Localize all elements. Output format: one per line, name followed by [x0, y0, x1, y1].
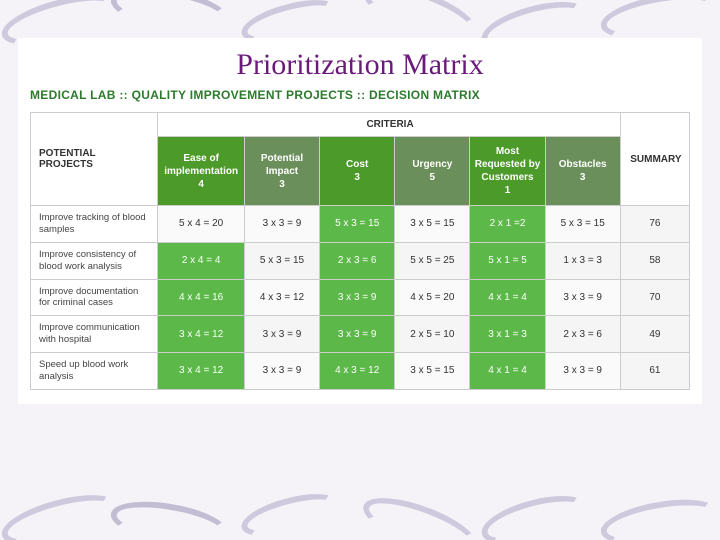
score-cell: 4 x 5 = 20	[395, 279, 470, 316]
score-cell: 4 x 1 = 4	[470, 279, 545, 316]
score-cell: 4 x 4 = 16	[158, 279, 245, 316]
project-name-cell: Speed up blood work analysis	[31, 353, 158, 390]
project-name-cell: Improve communication with hospital	[31, 316, 158, 353]
score-cell: 4 x 3 = 12	[320, 353, 395, 390]
score-cell: 4 x 3 = 12	[244, 279, 319, 316]
score-cell: 4 x 1 = 4	[470, 353, 545, 390]
score-cell: 3 x 4 = 12	[158, 316, 245, 353]
score-cell: 2 x 3 = 6	[320, 242, 395, 279]
decorative-swirls-bottom	[0, 490, 720, 540]
project-name-cell: Improve tracking of blood samples	[31, 206, 158, 243]
score-cell: 5 x 4 = 20	[158, 206, 245, 243]
summary-cell: 76	[620, 206, 689, 243]
summary-cell: 49	[620, 316, 689, 353]
criteria-column: Cost3	[320, 137, 395, 206]
summary-cell: 61	[620, 353, 689, 390]
criteria-column: Ease of implementation4	[158, 137, 245, 206]
header-criteria: CRITERIA	[158, 113, 620, 137]
score-cell: 3 x 3 = 9	[320, 279, 395, 316]
score-cell: 5 x 3 = 15	[545, 206, 620, 243]
header-potential-projects: POTENTIAL PROJECTS	[31, 113, 158, 206]
criteria-column: Obstacles3	[545, 137, 620, 206]
matrix-row: Improve tracking of blood samples5 x 4 =…	[31, 206, 690, 243]
page-title: Prioritization Matrix	[30, 48, 690, 82]
score-cell: 3 x 3 = 9	[545, 353, 620, 390]
summary-cell: 58	[620, 242, 689, 279]
score-cell: 1 x 3 = 3	[545, 242, 620, 279]
score-cell: 5 x 5 = 25	[395, 242, 470, 279]
slide-content: Prioritization Matrix MEDICAL LAB :: QUA…	[18, 38, 702, 404]
summary-cell: 70	[620, 279, 689, 316]
score-cell: 3 x 1 = 3	[470, 316, 545, 353]
matrix-row: Improve consistency of blood work analys…	[31, 242, 690, 279]
score-cell: 3 x 3 = 9	[244, 353, 319, 390]
score-cell: 3 x 3 = 9	[244, 206, 319, 243]
score-cell: 3 x 3 = 9	[244, 316, 319, 353]
score-cell: 2 x 4 = 4	[158, 242, 245, 279]
score-cell: 2 x 3 = 6	[545, 316, 620, 353]
matrix-row: Improve documentation for criminal cases…	[31, 279, 690, 316]
matrix-body: Improve tracking of blood samples5 x 4 =…	[31, 206, 690, 390]
score-cell: 5 x 3 = 15	[244, 242, 319, 279]
score-cell: 5 x 3 = 15	[320, 206, 395, 243]
project-name-cell: Improve documentation for criminal cases	[31, 279, 158, 316]
score-cell: 3 x 3 = 9	[320, 316, 395, 353]
score-cell: 2 x 5 = 10	[395, 316, 470, 353]
matrix-row: Speed up blood work analysis3 x 4 = 123 …	[31, 353, 690, 390]
criteria-column: Potential Impact3	[244, 137, 319, 206]
prioritization-matrix-table: POTENTIAL PROJECTS CRITERIA SUMMARY Ease…	[30, 112, 690, 390]
matrix-row: Improve communication with hospital3 x 4…	[31, 316, 690, 353]
score-cell: 3 x 3 = 9	[545, 279, 620, 316]
criteria-column: Urgency5	[395, 137, 470, 206]
page-subtitle: MEDICAL LAB :: QUALITY IMPROVEMENT PROJE…	[30, 88, 690, 102]
score-cell: 3 x 5 = 15	[395, 206, 470, 243]
score-cell: 3 x 4 = 12	[158, 353, 245, 390]
score-cell: 5 x 1 = 5	[470, 242, 545, 279]
project-name-cell: Improve consistency of blood work analys…	[31, 242, 158, 279]
header-summary: SUMMARY	[620, 113, 689, 206]
score-cell: 3 x 5 = 15	[395, 353, 470, 390]
criteria-column: Most Requested by Customers1	[470, 137, 545, 206]
score-cell: 2 x 1 =2	[470, 206, 545, 243]
